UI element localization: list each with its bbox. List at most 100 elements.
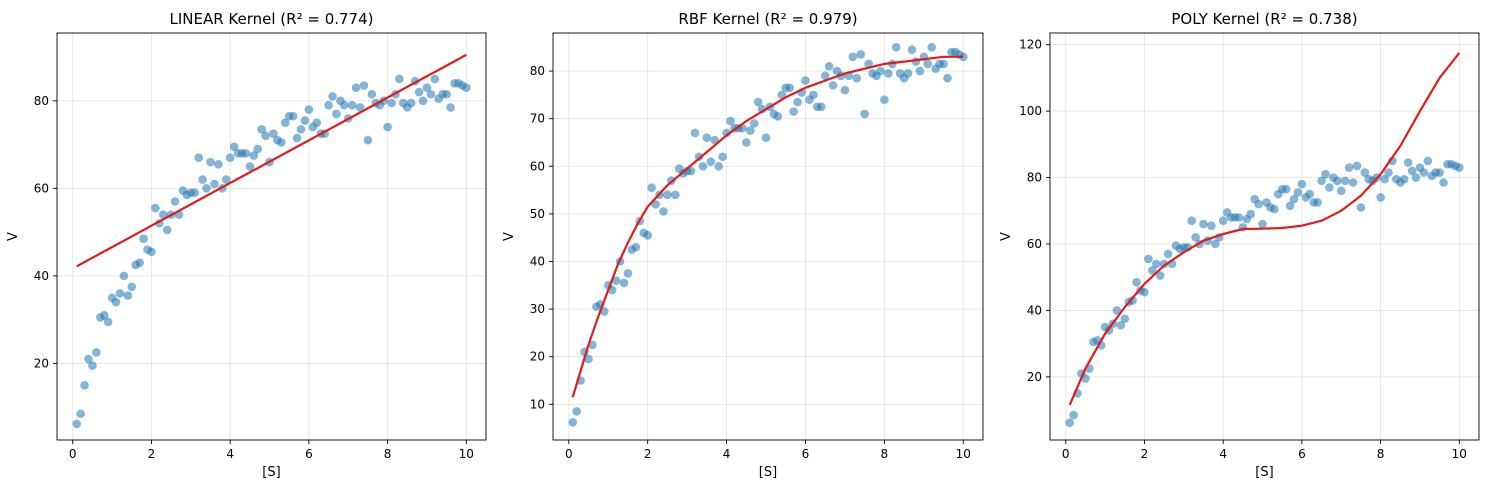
rbf-kernel-data-point <box>745 126 755 135</box>
linear-kernel-data-point <box>249 151 259 160</box>
poly-kernel-data-point <box>1140 287 1149 297</box>
poly-kernel-data-point <box>1120 314 1130 324</box>
rbf-kernel-fit-line <box>571 55 964 398</box>
rbf-kernel-data-point <box>927 42 937 52</box>
poly-kernel-data-point <box>1065 418 1074 428</box>
linear-kernel-data-point <box>426 89 436 99</box>
rbf-kernel-x-tick-label: 4 <box>723 447 731 461</box>
rbf-kernel-data-point <box>623 269 633 278</box>
rbf-kernel-y-tick-label: 70 <box>530 112 545 126</box>
linear-kernel-data-point <box>304 105 314 114</box>
poly-kernel-data-point <box>1116 321 1126 330</box>
rbf-kernel-data-point <box>785 83 794 93</box>
linear-kernel-x-tick-label: 10 <box>459 447 474 461</box>
poly-kernel-data-point <box>1207 221 1216 231</box>
rbf-kernel-data-point <box>820 71 830 81</box>
poly-kernel-data-point <box>1352 161 1362 171</box>
poly-kernel-data-point <box>1128 296 1137 305</box>
poly-kernel-data-point <box>1407 166 1417 176</box>
rbf-kernel-data-point <box>923 59 933 69</box>
poly-kernel-data-point <box>1435 168 1444 177</box>
poly-kernel-data-point <box>1270 204 1279 214</box>
poly-kernel-x-tick-label: 2 <box>1141 447 1149 461</box>
rbf-kernel-data-point <box>702 133 712 143</box>
rbf-kernel-data-point <box>694 152 704 162</box>
linear-kernel-data-point <box>111 297 121 307</box>
linear-kernel-data-point <box>395 74 404 84</box>
linear-kernel-data-point <box>387 98 396 108</box>
linear-kernel-data-point <box>80 380 89 390</box>
linear-kernel-data-point <box>245 162 255 171</box>
linear-kernel-data-point <box>202 184 211 193</box>
poly-kernel-data-point <box>1384 168 1393 177</box>
poly-kernel-data-point <box>1305 189 1315 199</box>
rbf-kernel-y-tick-label: 40 <box>530 254 545 268</box>
linear-kernel-data-point <box>280 118 290 128</box>
linear-kernel-data-point <box>269 129 278 138</box>
rbf-kernel-data-point <box>742 138 751 147</box>
linear-kernel-data-point <box>328 92 337 101</box>
poly-kernel-data-point <box>1321 169 1330 179</box>
rbf-kernel-data-point <box>686 166 696 176</box>
linear-kernel-data-point <box>363 135 373 145</box>
linear-kernel-data-point <box>229 142 239 152</box>
poly-kernel-data-point <box>1211 239 1220 249</box>
poly-kernel-data-point <box>1289 194 1299 204</box>
poly-kernel-data-point <box>1411 173 1421 182</box>
linear-kernel-data-point <box>383 122 392 132</box>
linear-kernel-data-point <box>147 247 156 257</box>
linear-kernel-data-point <box>277 138 286 147</box>
linear-kernel-data-point <box>170 197 180 206</box>
linear-kernel-data-point <box>332 109 341 119</box>
poly-kernel-data-point <box>1132 277 1141 287</box>
rbf-kernel-data-point <box>651 200 660 209</box>
poly-kernel-data-point <box>1144 254 1153 264</box>
linear-kernel-data-point <box>123 291 133 300</box>
linear-kernel-data-point <box>158 210 168 219</box>
poly-kernel-x-tick-label: 6 <box>1298 447 1306 461</box>
rbf-kernel-data-point <box>860 109 869 119</box>
poly-kernel-data-point <box>1344 163 1354 172</box>
poly-kernel-y-tick-label: 40 <box>1027 303 1042 317</box>
poly-kernel-x-tick-label: 4 <box>1219 447 1227 461</box>
linear-kernel-data-point <box>406 98 416 108</box>
linear-kernel-x-tick-label: 0 <box>69 447 77 461</box>
rbf-kernel-x-tick-label: 8 <box>881 447 889 461</box>
linear-kernel-data-point <box>76 409 85 419</box>
rbf-kernel-data-point <box>631 242 641 252</box>
rbf-kernel-data-point <box>777 90 787 100</box>
linear-kernel-data-point <box>162 225 172 235</box>
linear-kernel-data-point <box>210 179 219 189</box>
linear-kernel-data-point <box>103 317 113 327</box>
linear-kernel-data-point <box>288 111 298 121</box>
rbf-kernel-x-tick-label: 2 <box>644 447 652 461</box>
rbf-kernel-data-point <box>880 95 889 104</box>
rbf-kernel-data-point <box>753 97 763 107</box>
poly-kernel-data-point <box>1069 410 1078 420</box>
poly-kernel-data-point <box>1081 374 1090 383</box>
poly-kernel-data-point <box>1234 213 1244 222</box>
poly-kernel-data-point <box>1148 266 1157 275</box>
rbf-kernel-data-point <box>663 190 672 200</box>
linear-kernel-data-point <box>190 188 200 198</box>
rbf-kernel-data-point <box>891 42 901 52</box>
linear-kernel-data-point <box>340 100 349 110</box>
rbf-kernel-data-point <box>939 59 948 69</box>
linear-kernel-data-point <box>355 103 365 112</box>
rbf-kernel-data-point <box>840 85 850 95</box>
rbf-kernel-x-tick-label: 10 <box>956 447 971 461</box>
poly-kernel-data-point <box>1439 178 1448 187</box>
poly-kernel-data-point <box>1191 233 1200 242</box>
linear-kernel-data-point <box>84 354 93 364</box>
rbf-kernel-title: RBF Kernel (R² = 0.979) <box>678 10 857 28</box>
poly-kernel-data-point <box>1151 259 1161 269</box>
rbf-kernel-data-point <box>706 157 716 166</box>
rbf-kernel-data-point <box>572 407 581 416</box>
poly-kernel-data-point <box>1281 184 1291 194</box>
rbf-kernel-data-point <box>856 50 866 59</box>
linear-kernel-axes-frame <box>56 32 487 441</box>
linear-kernel-data-point <box>198 175 207 184</box>
rbf-kernel-data-point <box>749 119 759 128</box>
poly-kernel-data-point <box>1297 179 1307 189</box>
